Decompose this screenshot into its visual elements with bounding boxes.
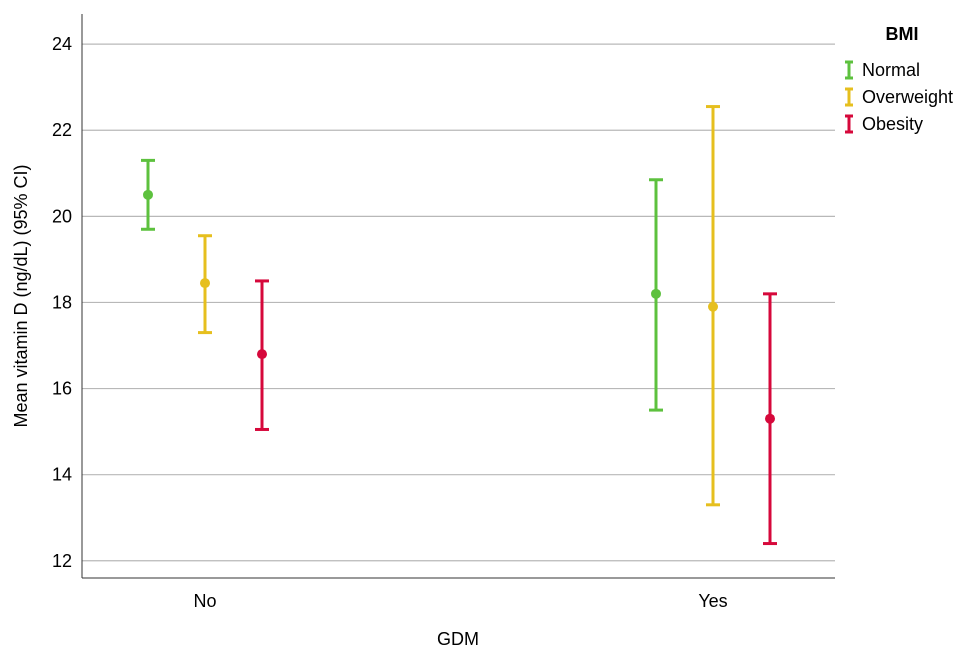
y-axis-label: Mean vitamin D (ng/dL) (95% CI) [11, 164, 31, 427]
mean-point-obesity-yes [765, 413, 775, 424]
error-bar-obesity-yes [763, 292, 777, 546]
mean-point-obesity-no [257, 349, 267, 360]
legend-errorbar-icon [845, 114, 853, 134]
y-tick-labels: 12 14 16 18 20 22 24 [52, 34, 72, 571]
legend-label-overweight: Overweight [862, 87, 953, 107]
legend-label-obesity: Obesity [862, 114, 923, 134]
error-bar-normal-yes [649, 178, 663, 412]
y-tick-label-22: 22 [52, 120, 72, 140]
y-tick-label-16: 16 [52, 379, 72, 399]
y-tick-label-24: 24 [52, 34, 72, 54]
gridlines [82, 43, 835, 562]
x-axis-label: GDM [437, 629, 479, 649]
x-tick-label-no: No [193, 591, 216, 611]
y-tick-label-20: 20 [52, 206, 72, 226]
mean-point-normal-no [143, 189, 153, 200]
y-tick-label-12: 12 [52, 551, 72, 571]
legend-item-overweight: Overweight [845, 87, 953, 107]
mean-point-overweight-no [200, 278, 210, 289]
legend-errorbar-icon [845, 60, 853, 80]
legend-item-obesity: Obesity [845, 114, 923, 134]
x-tick-labels: No Yes [193, 591, 727, 611]
legend-item-normal: Normal [845, 60, 920, 80]
legend-errorbar-icon [845, 87, 853, 107]
error-bar-normal-no [141, 158, 155, 231]
mean-point-normal-yes [651, 288, 661, 299]
axes [81, 14, 835, 579]
error-bar-obesity-no [255, 279, 269, 431]
mean-point-overweight-yes [708, 301, 718, 312]
error-bars [141, 105, 777, 546]
legend-label-normal: Normal [862, 60, 920, 80]
y-tick-label-14: 14 [52, 465, 72, 485]
y-tick-label-18: 18 [52, 292, 72, 312]
x-tick-label-yes: Yes [698, 591, 727, 611]
legend-title: BMI [886, 24, 919, 44]
error-bar-overweight-no [198, 234, 212, 335]
error-bar-overweight-yes [706, 105, 720, 507]
legend: BMI Normal Overweight Obesity [845, 24, 953, 134]
